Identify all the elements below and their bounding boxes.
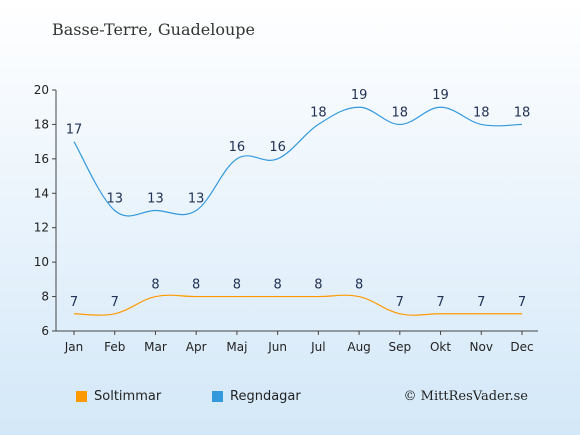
y-tick-label: 14 [34, 186, 49, 200]
data-label: 7 [518, 295, 526, 310]
x-tick-label: Aug [347, 340, 370, 354]
x-tick-label: Nov [470, 340, 493, 354]
data-label: 18 [473, 105, 490, 120]
x-tick-label: Sep [389, 340, 412, 354]
y-tick-label: 12 [34, 221, 49, 235]
data-label: 18 [392, 105, 409, 120]
data-label: 8 [314, 278, 322, 293]
legend-swatch-rain [212, 391, 223, 402]
data-label: 19 [351, 88, 368, 103]
data-label: 17 [66, 123, 83, 138]
x-tick-label: Apr [186, 340, 207, 354]
data-label: 7 [111, 295, 119, 310]
data-label: 13 [106, 192, 123, 207]
data-label: 19 [432, 88, 449, 103]
chart-title: Basse-Terre, Guadeloupe [52, 20, 255, 39]
legend-item-rain: Regndagar [212, 389, 301, 404]
data-label: 16 [229, 140, 246, 155]
legend-label-rain: Regndagar [230, 389, 301, 404]
y-tick-label: 16 [34, 152, 49, 166]
y-tick-label: 8 [41, 290, 49, 304]
legend-label-sun: Soltimmar [94, 389, 162, 404]
data-label: 8 [151, 278, 159, 293]
data-label: 7 [436, 295, 444, 310]
x-tick-label: Feb [104, 340, 125, 354]
y-tick-label: 18 [34, 117, 49, 131]
data-label: 13 [147, 192, 164, 207]
x-tick-label: Jul [310, 340, 325, 354]
x-tick-label: Okt [430, 340, 451, 354]
data-label: 18 [310, 105, 327, 120]
series-line-soltimmar [73, 294, 522, 316]
x-tick-label: Jun [267, 340, 287, 354]
data-labels: 7 7 8 8 8 8 8 8 7 7 7 7 17 13 13 13 16 16 18 19 18 19 18 18 [66, 88, 531, 310]
data-label: 7 [477, 295, 485, 310]
y-tick-label: 6 [41, 324, 49, 338]
series-line-regndagar [73, 106, 523, 217]
data-label: 8 [233, 278, 241, 293]
data-label: 7 [70, 295, 78, 310]
copyright-link[interactable]: © MittResVader.se [403, 389, 528, 404]
legend-item-sun: Soltimmar [76, 389, 161, 404]
legend-swatch-sun [76, 391, 87, 402]
axes: 6 8 10 12 14 16 18 20 Jan Feb Mar Apr Maj Jun Jul Aug Se… [34, 83, 538, 354]
x-tick-label: Jan [64, 340, 84, 354]
data-label: 8 [192, 278, 200, 293]
legend: Soltimmar Regndagar [0, 389, 580, 409]
data-label: 8 [273, 278, 281, 293]
x-tick-label: Maj [226, 340, 247, 354]
x-tick-label: Dec [510, 340, 533, 354]
y-tick-label: 10 [34, 255, 49, 269]
data-label: 7 [396, 295, 404, 310]
y-tick-label: 20 [34, 83, 49, 97]
series-lines [73, 106, 523, 316]
data-label: 18 [514, 105, 531, 120]
data-label: 8 [355, 278, 363, 293]
x-tick-label: Mar [144, 340, 167, 354]
data-label: 13 [188, 192, 205, 207]
data-label: 16 [269, 140, 286, 155]
